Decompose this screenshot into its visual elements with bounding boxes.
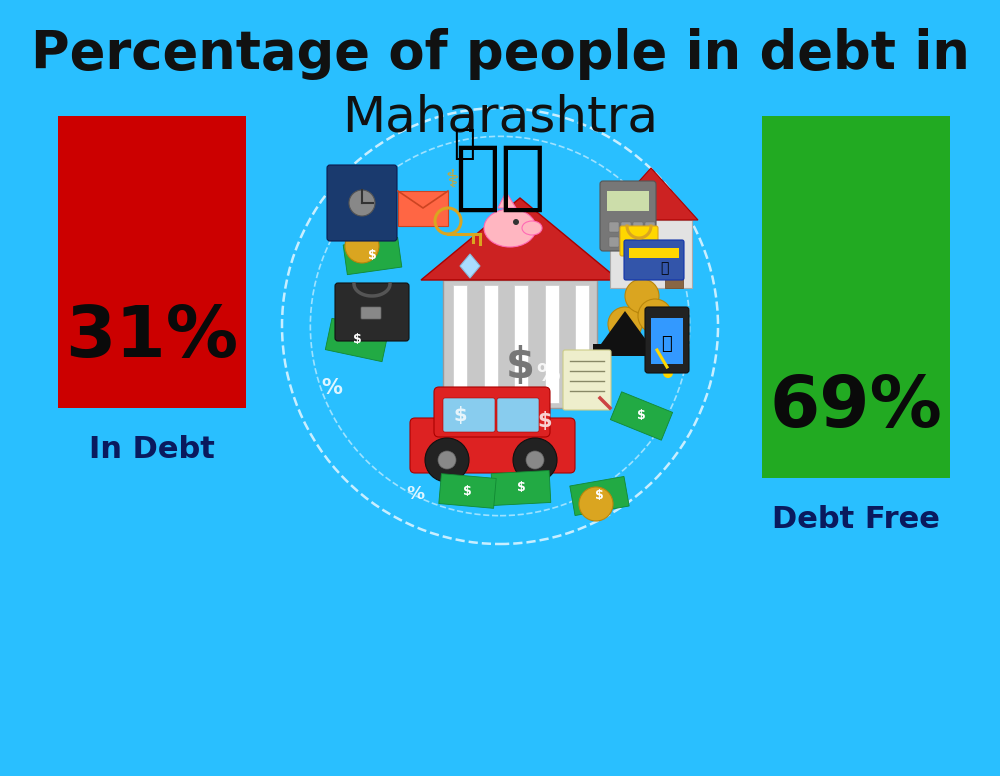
Text: $: $ xyxy=(517,481,525,494)
Ellipse shape xyxy=(484,209,536,247)
FancyBboxPatch shape xyxy=(439,473,496,508)
FancyBboxPatch shape xyxy=(491,470,551,505)
FancyBboxPatch shape xyxy=(497,398,539,432)
FancyBboxPatch shape xyxy=(343,237,402,275)
FancyBboxPatch shape xyxy=(327,165,397,241)
Polygon shape xyxy=(601,311,649,344)
Circle shape xyxy=(513,219,519,225)
FancyBboxPatch shape xyxy=(762,116,950,478)
FancyBboxPatch shape xyxy=(621,222,631,232)
FancyBboxPatch shape xyxy=(645,307,689,373)
Text: $: $ xyxy=(463,484,472,497)
FancyBboxPatch shape xyxy=(58,116,246,408)
FancyBboxPatch shape xyxy=(335,283,409,341)
FancyBboxPatch shape xyxy=(620,226,658,256)
Circle shape xyxy=(625,279,659,313)
Text: 69%: 69% xyxy=(770,373,942,442)
FancyBboxPatch shape xyxy=(624,240,684,280)
Polygon shape xyxy=(460,254,480,278)
FancyBboxPatch shape xyxy=(645,222,655,232)
FancyBboxPatch shape xyxy=(410,418,575,473)
Polygon shape xyxy=(421,198,619,280)
Circle shape xyxy=(425,438,469,482)
FancyBboxPatch shape xyxy=(607,191,649,211)
FancyBboxPatch shape xyxy=(361,307,381,319)
FancyBboxPatch shape xyxy=(665,258,683,288)
Text: 🏦: 🏦 xyxy=(662,335,672,353)
Polygon shape xyxy=(604,168,698,220)
FancyBboxPatch shape xyxy=(610,220,692,288)
FancyBboxPatch shape xyxy=(609,237,619,247)
Text: %: % xyxy=(406,485,424,503)
Text: $: $ xyxy=(506,345,534,387)
Circle shape xyxy=(349,190,375,216)
Circle shape xyxy=(438,451,456,469)
Text: 🌐: 🌐 xyxy=(660,261,668,275)
Circle shape xyxy=(526,451,544,469)
Text: $: $ xyxy=(637,410,646,422)
FancyBboxPatch shape xyxy=(453,285,467,403)
Text: In Debt: In Debt xyxy=(89,435,215,465)
Circle shape xyxy=(579,487,613,521)
FancyBboxPatch shape xyxy=(570,476,629,515)
FancyBboxPatch shape xyxy=(544,285,558,403)
Text: $: $ xyxy=(453,407,467,425)
FancyBboxPatch shape xyxy=(563,350,611,410)
Polygon shape xyxy=(593,344,657,356)
FancyBboxPatch shape xyxy=(610,392,673,440)
Text: %: % xyxy=(322,378,342,398)
FancyBboxPatch shape xyxy=(600,181,656,251)
Text: $: $ xyxy=(595,490,604,503)
Text: %: % xyxy=(536,362,560,386)
Text: $: $ xyxy=(353,334,361,347)
FancyBboxPatch shape xyxy=(575,285,589,403)
Circle shape xyxy=(608,307,642,341)
FancyBboxPatch shape xyxy=(443,398,495,432)
Text: 31%: 31% xyxy=(65,303,239,372)
FancyBboxPatch shape xyxy=(484,285,498,403)
FancyBboxPatch shape xyxy=(628,248,654,272)
FancyBboxPatch shape xyxy=(443,280,597,408)
Circle shape xyxy=(663,368,673,378)
FancyBboxPatch shape xyxy=(514,285,528,403)
FancyBboxPatch shape xyxy=(398,191,448,226)
Circle shape xyxy=(345,229,379,263)
Circle shape xyxy=(513,438,557,482)
FancyBboxPatch shape xyxy=(633,237,643,247)
FancyBboxPatch shape xyxy=(434,387,550,437)
FancyBboxPatch shape xyxy=(325,318,389,362)
Text: Maharashtra: Maharashtra xyxy=(342,94,658,142)
Text: ⚕: ⚕ xyxy=(445,168,459,192)
Text: Debt Free: Debt Free xyxy=(772,505,940,535)
FancyBboxPatch shape xyxy=(629,248,679,258)
Circle shape xyxy=(638,299,672,333)
Text: $: $ xyxy=(368,250,377,262)
FancyBboxPatch shape xyxy=(633,222,643,232)
FancyBboxPatch shape xyxy=(621,237,631,247)
Text: 🇮🇳: 🇮🇳 xyxy=(454,141,546,215)
FancyBboxPatch shape xyxy=(609,222,619,232)
Ellipse shape xyxy=(522,221,542,235)
Polygon shape xyxy=(498,192,516,208)
FancyBboxPatch shape xyxy=(651,318,683,364)
Text: 🦅: 🦅 xyxy=(453,127,475,161)
FancyBboxPatch shape xyxy=(645,237,655,247)
Text: Percentage of people in debt in: Percentage of people in debt in xyxy=(31,28,969,80)
Text: $: $ xyxy=(538,411,552,431)
